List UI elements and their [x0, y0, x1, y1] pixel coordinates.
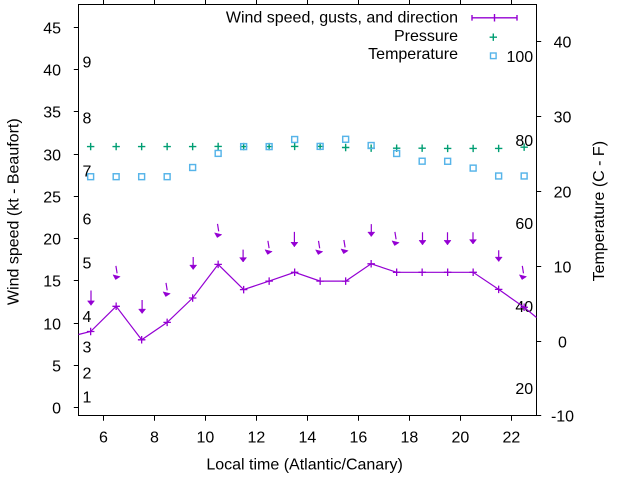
svg-text:5: 5 [52, 358, 61, 375]
svg-text:1: 1 [83, 389, 92, 406]
svg-text:100: 100 [506, 49, 533, 66]
svg-text:6: 6 [99, 430, 108, 447]
svg-text:35: 35 [43, 104, 61, 121]
svg-text:Wind speed (kt - Beaufort): Wind speed (kt - Beaufort) [5, 118, 22, 305]
svg-text:8: 8 [83, 110, 92, 127]
svg-text:Wind speed, gusts, and directi: Wind speed, gusts, and direction [226, 9, 458, 26]
svg-text:4: 4 [83, 309, 92, 326]
svg-text:15: 15 [43, 273, 61, 290]
svg-text:9: 9 [83, 54, 92, 71]
svg-text:60: 60 [515, 216, 533, 233]
svg-text:7: 7 [83, 163, 92, 180]
svg-text:18: 18 [401, 430, 419, 447]
svg-text:Pressure: Pressure [394, 28, 458, 45]
svg-text:30: 30 [43, 147, 61, 164]
svg-text:16: 16 [350, 430, 368, 447]
svg-text:40: 40 [43, 62, 61, 79]
svg-text:0: 0 [52, 400, 61, 417]
svg-text:14: 14 [299, 430, 317, 447]
svg-text:5: 5 [83, 255, 92, 272]
svg-text:20: 20 [554, 184, 572, 201]
svg-text:30: 30 [554, 109, 572, 126]
svg-text:20: 20 [43, 231, 61, 248]
svg-text:3: 3 [83, 339, 92, 356]
svg-text:20: 20 [515, 381, 533, 398]
svg-text:0: 0 [558, 334, 567, 351]
svg-text:40: 40 [554, 34, 572, 51]
svg-text:45: 45 [43, 20, 61, 37]
svg-text:12: 12 [248, 430, 266, 447]
svg-text:22: 22 [503, 430, 521, 447]
svg-text:6: 6 [83, 211, 92, 228]
svg-text:8: 8 [150, 430, 159, 447]
svg-text:Temperature: Temperature [368, 46, 458, 63]
svg-text:80: 80 [515, 133, 533, 150]
svg-text:Local time (Atlantic/Canary): Local time (Atlantic/Canary) [206, 457, 403, 474]
svg-text:20: 20 [452, 430, 470, 447]
svg-text:10: 10 [197, 430, 215, 447]
svg-text:2: 2 [83, 365, 92, 382]
svg-text:25: 25 [43, 189, 61, 206]
svg-text:10: 10 [43, 316, 61, 333]
svg-text:Temperature (C - F): Temperature (C - F) [591, 141, 608, 281]
svg-text:-10: -10 [551, 408, 574, 425]
svg-text:10: 10 [554, 259, 572, 276]
